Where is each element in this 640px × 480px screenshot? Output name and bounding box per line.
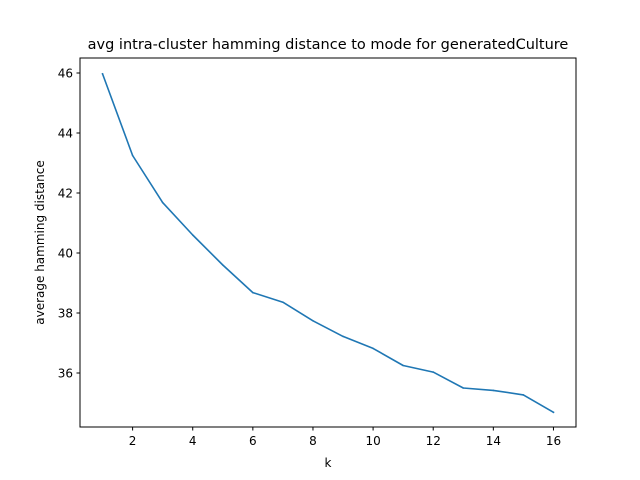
- data-point: [221, 264, 224, 266]
- data-point: [161, 201, 164, 204]
- x-axis: 2 4 6 8 10 12 14 16: [129, 427, 561, 448]
- x-tick-label: 12: [426, 434, 441, 448]
- x-axis-label: k: [325, 456, 332, 470]
- y-tick-label: 46: [58, 66, 73, 80]
- y-axis-label: average hamming distance: [33, 160, 47, 325]
- data-point: [131, 154, 134, 157]
- data-series-line: [101, 72, 555, 414]
- y-tick-label: 42: [58, 186, 73, 200]
- x-tick-label: 16: [546, 434, 561, 448]
- x-tick-label: 6: [249, 434, 257, 448]
- y-tick-label: 36: [58, 366, 73, 380]
- chart-title: avg intra-cluster hamming distance to mo…: [88, 37, 569, 53]
- data-point: [462, 387, 465, 389]
- data-point: [342, 335, 344, 338]
- x-tick-label: 10: [365, 434, 380, 448]
- x-tick-label: 8: [309, 434, 317, 448]
- data-point: [312, 320, 314, 322]
- data-point: [252, 291, 254, 294]
- data-point: [101, 73, 104, 75]
- y-tick-label: 38: [58, 306, 73, 320]
- axes-frame: [79, 57, 577, 428]
- x-tick-label: 14: [486, 434, 501, 448]
- y-tick-label: 40: [58, 246, 73, 260]
- data-point: [282, 301, 284, 304]
- data-point: [552, 411, 555, 414]
- y-axis: 36 38 40 42 44 46: [58, 66, 80, 380]
- data-point: [432, 371, 435, 373]
- x-tick-label: 2: [129, 434, 137, 448]
- plot-area: [79, 57, 577, 428]
- data-point: [492, 389, 495, 392]
- data-point: [372, 347, 374, 350]
- y-tick-label: 44: [58, 126, 73, 140]
- data-point: [191, 234, 194, 236]
- x-tick-label: 4: [189, 434, 197, 448]
- data-point: [402, 364, 404, 367]
- data-point: [522, 394, 525, 396]
- data-points: [101, 73, 555, 414]
